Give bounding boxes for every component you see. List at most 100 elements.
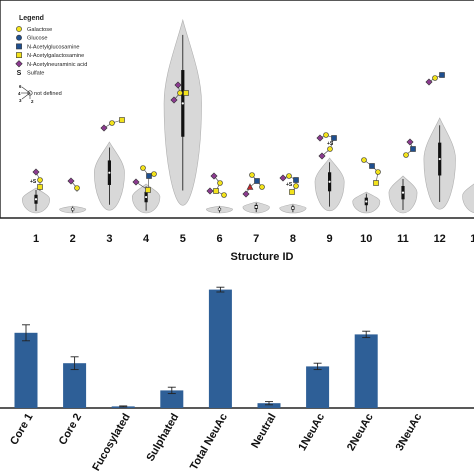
legend-glucose-symbol	[16, 34, 22, 41]
glycan-residue	[403, 152, 409, 158]
violin-tick-label-1: 1	[33, 233, 39, 245]
linkage-mark-6: 6	[19, 84, 22, 89]
glycan-residue	[151, 171, 157, 177]
violin-median-7	[255, 205, 258, 209]
bar-label-neutral: Neutral	[249, 412, 278, 451]
glycan-residue	[213, 188, 219, 194]
linkage-mark-3: 3	[19, 98, 22, 103]
legend: Legend Galactose Glucose N-Acetylglucosami…	[15, 15, 87, 104]
glycan-structure-9: +S	[316, 132, 337, 160]
legend-n-acetylneuraminic-acid-label: N-Acetylneuraminic acid	[27, 62, 87, 68]
glycan-residue	[145, 187, 151, 193]
violin-median-3	[108, 171, 111, 174]
glycan-residue	[140, 165, 146, 171]
violin-median-10	[365, 200, 368, 203]
bar-label-sulphated: Sulphated	[144, 412, 181, 464]
bars	[14, 286, 378, 408]
violin-tick-label-5: 5	[180, 233, 186, 245]
glycan-residue	[432, 75, 438, 81]
glycan-residue	[406, 138, 414, 146]
violin-tick-label-7: 7	[253, 233, 259, 245]
glycan-residue	[259, 184, 265, 190]
glycan-structure-7	[242, 172, 265, 198]
violin-median-5	[181, 102, 184, 105]
glycan-residue	[174, 81, 182, 89]
glycan-sulfate-mark: +S	[286, 182, 293, 188]
bar-1neuac	[306, 366, 330, 408]
bar-label-1neuac: 1NeuAc	[296, 412, 327, 453]
legend-glucose-label: Glucose	[27, 36, 48, 42]
linkage-key: 6 4 3 2 not defined	[18, 84, 62, 104]
glycan-structure-6	[206, 172, 227, 198]
violin-13	[462, 183, 474, 213]
violin-tick-label-12: 12	[434, 233, 446, 245]
violin-median-8	[291, 206, 294, 210]
glycan-residue	[439, 72, 445, 78]
glycan-structure-10	[361, 157, 381, 186]
glycan-residue	[425, 78, 433, 86]
violin-panel: 12345678910111213 Structure ID	[0, 0, 474, 263]
glycan-residue	[206, 187, 214, 195]
legend-n-acetylglucosamine-label: N-Acetylglucosamine	[27, 44, 80, 50]
violin-tick-label-8: 8	[290, 233, 296, 245]
glycan-residue	[361, 157, 367, 163]
bar-2neuac	[354, 334, 378, 408]
glycan-structure-5	[170, 81, 189, 104]
legend-n-acetylgalactosamine-symbol	[16, 52, 22, 58]
bar-sulphated	[160, 390, 184, 408]
violin-median-1	[34, 198, 38, 201]
violin-tick-label-3: 3	[106, 233, 112, 245]
violin-median-11	[401, 191, 405, 194]
glycan-residue	[183, 90, 189, 96]
glycan-sulfate-mark: +S	[30, 179, 37, 185]
bar-panel: Core 1 Core 2 Fucosylated Sulphated Total Ne…	[0, 286, 474, 474]
legend-galactose-symbol	[16, 26, 22, 32]
legend-title: Legend	[19, 15, 44, 22]
glycan-residue	[74, 185, 80, 191]
glycan-residue	[100, 124, 108, 132]
error-bar-core-1	[22, 324, 30, 342]
linkage-key-label: not defined	[34, 91, 62, 97]
glycan-structure-4	[132, 165, 157, 193]
glycan-residue	[246, 183, 254, 190]
glycan-residue	[373, 180, 379, 186]
error-bar-core-2	[70, 356, 79, 371]
glycan-residue	[323, 132, 329, 138]
legend-galactose-label: Galactose	[27, 27, 52, 33]
violin-tick-label-9: 9	[327, 233, 333, 245]
glycan-residue	[132, 178, 140, 186]
violin-x-axis-title: Structure ID	[231, 251, 294, 263]
glycan-residue	[293, 183, 299, 189]
glycan-residue	[289, 189, 295, 195]
glycan-residue	[249, 172, 255, 178]
glycan-residue	[119, 117, 125, 123]
violin-tick-label-10: 10	[360, 233, 372, 245]
bar-label-3neuac: 3NeuAc	[394, 412, 425, 453]
bar-label-fucosylated: Fucosylated	[90, 412, 132, 474]
error-bar-total-neuac	[216, 286, 225, 293]
glycan-residue	[293, 177, 299, 183]
glycan-residue	[32, 168, 40, 176]
bar-label-core-1: Core 1	[8, 412, 36, 448]
error-bar-1neuac	[313, 362, 322, 371]
legend-n-acetylneuraminic-acid-symbol	[15, 60, 23, 68]
bar-label-core-2: Core 2	[57, 412, 85, 448]
violin-tick-label-11: 11	[397, 233, 409, 245]
bar-label-2neuac: 2NeuAc	[345, 412, 376, 453]
bar-neutral	[257, 403, 281, 408]
glycan-residue	[146, 173, 152, 179]
glycan-sulfate-mark: +S	[327, 141, 334, 147]
glycan-residue	[109, 120, 115, 126]
glycan-residue	[242, 190, 250, 198]
violin-tick-label-2: 2	[70, 233, 76, 245]
glycan-residue	[210, 172, 218, 180]
error-bar-2neuac	[362, 330, 371, 339]
glycan-residue	[316, 134, 324, 142]
linkage-key-arm-3	[21, 92, 31, 100]
glycan-structures: +S +S +S	[30, 72, 445, 198]
violin-tick-labels: 12345678910111213	[33, 233, 474, 245]
glycan-residue	[369, 163, 375, 169]
glycan-structure-2	[67, 177, 80, 192]
violin-median-9	[328, 180, 331, 183]
